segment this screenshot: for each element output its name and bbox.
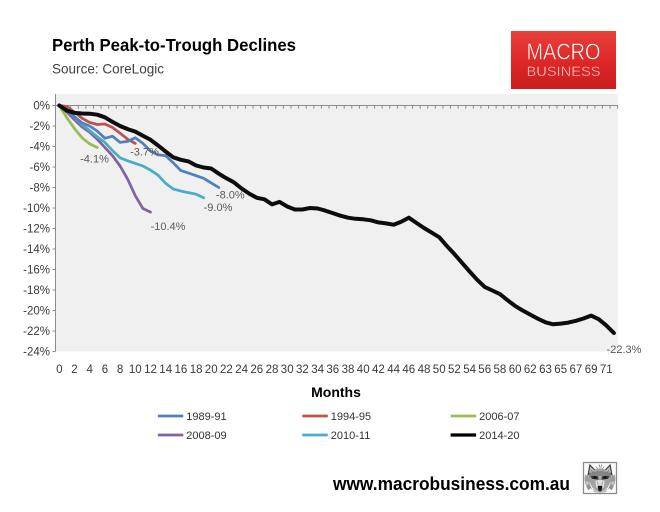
svg-text:-14%: -14%	[23, 244, 50, 256]
svg-text:22: 22	[220, 364, 233, 376]
svg-text:-24%: -24%	[23, 346, 50, 358]
svg-text:60: 60	[509, 364, 522, 376]
svg-text:1994-95: 1994-95	[331, 411, 371, 423]
svg-text:16: 16	[175, 364, 188, 376]
svg-text:-8%: -8%	[30, 182, 50, 194]
svg-text:42: 42	[372, 364, 385, 376]
svg-text:32: 32	[296, 364, 309, 376]
svg-text:6: 6	[102, 364, 108, 376]
svg-text:0%: 0%	[33, 100, 50, 112]
svg-text:12: 12	[144, 364, 157, 376]
svg-text:38: 38	[342, 364, 355, 376]
svg-text:24: 24	[235, 364, 248, 376]
svg-text:-9.0%: -9.0%	[204, 202, 233, 214]
svg-text:-22.3%: -22.3%	[607, 344, 642, 356]
svg-text:-4.1%: -4.1%	[80, 153, 109, 165]
svg-text:50: 50	[433, 364, 446, 376]
svg-text:-8.0%: -8.0%	[216, 190, 245, 202]
svg-text:-22%: -22%	[23, 326, 50, 338]
svg-text:63: 63	[539, 364, 552, 376]
svg-text:14: 14	[159, 364, 172, 376]
svg-text:-6%: -6%	[30, 162, 50, 174]
svg-text:18: 18	[190, 364, 203, 376]
svg-text:-16%: -16%	[23, 264, 50, 276]
svg-text:-18%: -18%	[23, 285, 50, 297]
svg-text:-2%: -2%	[30, 121, 50, 133]
svg-text:62: 62	[524, 364, 537, 376]
svg-text:4: 4	[86, 364, 93, 376]
svg-text:8: 8	[117, 364, 123, 376]
svg-text:36: 36	[326, 364, 339, 376]
svg-text:2014-20: 2014-20	[479, 430, 519, 442]
svg-text:46: 46	[402, 364, 415, 376]
svg-text:-20%: -20%	[23, 305, 50, 317]
svg-text:2008-09: 2008-09	[186, 430, 226, 442]
svg-text:Months: Months	[311, 384, 361, 400]
svg-text:54: 54	[463, 364, 476, 376]
svg-text:40: 40	[357, 364, 370, 376]
svg-text:-10%: -10%	[23, 203, 50, 215]
svg-text:BUSINESS: BUSINESS	[527, 63, 601, 79]
svg-text:30: 30	[281, 364, 294, 376]
svg-text:20: 20	[205, 364, 218, 376]
svg-text:44: 44	[387, 364, 400, 376]
svg-text:10: 10	[129, 364, 142, 376]
svg-text:52: 52	[448, 364, 461, 376]
svg-text:2010-11: 2010-11	[331, 430, 371, 442]
svg-text:28: 28	[266, 364, 279, 376]
svg-text:-4%: -4%	[30, 141, 50, 153]
svg-text:71: 71	[600, 364, 613, 376]
svg-text:69: 69	[585, 364, 598, 376]
svg-text:Perth Peak-to-Trough Declines: Perth Peak-to-Trough Declines	[52, 35, 296, 55]
svg-text:26: 26	[250, 364, 263, 376]
svg-text:67: 67	[570, 364, 583, 376]
svg-text:58: 58	[494, 364, 507, 376]
svg-text:-3.7%: -3.7%	[130, 146, 159, 158]
svg-text:2006-07: 2006-07	[479, 411, 519, 423]
svg-text:MACRO: MACRO	[527, 39, 601, 65]
svg-text:1989-91: 1989-91	[186, 411, 226, 423]
svg-text:2: 2	[71, 364, 77, 376]
svg-text:-10.4%: -10.4%	[151, 221, 186, 233]
svg-text:34: 34	[311, 364, 324, 376]
svg-text:Source: CoreLogic: Source: CoreLogic	[52, 61, 164, 77]
svg-text:65: 65	[554, 364, 567, 376]
svg-text:www.macrobusiness.com.au: www.macrobusiness.com.au	[332, 473, 570, 494]
svg-text:-12%: -12%	[23, 223, 50, 235]
svg-text:48: 48	[418, 364, 431, 376]
svg-text:56: 56	[478, 364, 491, 376]
svg-text:0: 0	[56, 364, 62, 376]
